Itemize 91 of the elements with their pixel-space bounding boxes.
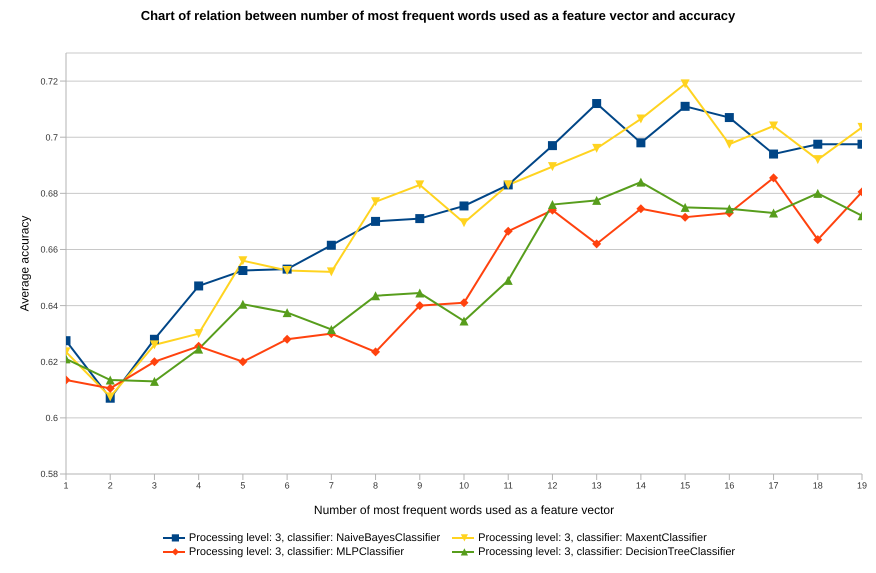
chart-title: Chart of relation between number of most frequent words used as a feature vector and accuracy xyxy=(140,8,736,23)
point xyxy=(504,276,513,285)
y-tick-label: 0.66 xyxy=(40,244,58,255)
x-tick-label: 2 xyxy=(108,480,113,490)
point xyxy=(769,173,778,182)
x-tick-label: 11 xyxy=(504,480,513,490)
point xyxy=(680,202,690,212)
x-tick-label: 16 xyxy=(724,480,734,490)
y-tick-label: 0.58 xyxy=(40,469,58,480)
point xyxy=(592,239,602,248)
y-tick-label: 0.68 xyxy=(40,188,58,199)
point xyxy=(636,138,646,148)
point xyxy=(592,196,602,205)
x-tick-label: 6 xyxy=(284,480,290,490)
point xyxy=(238,300,248,309)
legend-label: Processing level: 3, classifier: DecisionTreeClassifier xyxy=(478,546,736,558)
point xyxy=(106,384,115,393)
point xyxy=(460,218,468,228)
point xyxy=(548,200,557,210)
point xyxy=(724,140,734,149)
x-tick-label: 14 xyxy=(636,480,646,490)
point xyxy=(504,226,513,236)
legend-label: Processing level: 3, classifier: MLPClassifier xyxy=(188,546,404,558)
point xyxy=(371,197,380,206)
point xyxy=(592,99,602,108)
point xyxy=(813,155,822,164)
point xyxy=(680,212,690,222)
x-tick-label: 4 xyxy=(196,480,202,490)
point xyxy=(724,204,734,214)
point xyxy=(238,357,248,366)
point xyxy=(813,235,822,244)
point xyxy=(238,256,248,266)
point xyxy=(150,340,159,350)
point xyxy=(415,301,424,310)
point xyxy=(415,214,424,224)
y-axis-title: Average accuracy xyxy=(17,216,32,312)
point xyxy=(282,308,292,318)
x-tick-label: 19 xyxy=(856,480,868,490)
point xyxy=(326,240,336,250)
point xyxy=(592,144,602,153)
x-tick-label: 18 xyxy=(812,480,823,490)
legend-label: Processing level: 3, classifier: NaiveBayesClassifier xyxy=(188,532,440,544)
point xyxy=(680,102,690,111)
point xyxy=(548,162,557,172)
point xyxy=(106,375,115,384)
point xyxy=(371,216,380,226)
point xyxy=(282,334,292,344)
point xyxy=(194,344,204,354)
point xyxy=(460,201,468,210)
x-tick-label: 7 xyxy=(328,480,334,490)
x-tick-label: 3 xyxy=(152,480,157,490)
point xyxy=(724,113,734,122)
x-tick-label: 15 xyxy=(680,480,690,490)
y-tick-label: 0.64 xyxy=(40,300,58,311)
x-tick-label: 10 xyxy=(458,480,470,490)
point xyxy=(194,329,204,338)
point xyxy=(680,79,690,88)
point xyxy=(636,114,646,124)
point xyxy=(150,357,159,366)
x-tick-label: 5 xyxy=(240,480,246,490)
x-tick-label: 12 xyxy=(547,480,558,490)
legend-label: Processing level: 3, classifier: MaxentClassifier xyxy=(478,532,707,544)
point xyxy=(636,204,646,214)
point xyxy=(769,150,778,159)
point xyxy=(636,178,646,187)
point xyxy=(769,121,778,130)
point xyxy=(371,347,380,356)
point xyxy=(548,141,557,150)
point xyxy=(460,298,468,308)
y-tick-label: 0.7 xyxy=(45,132,58,142)
point xyxy=(238,266,248,276)
point xyxy=(460,316,468,326)
y-tick-label: 0.6 xyxy=(45,413,58,424)
point xyxy=(769,208,778,218)
x-tick-label: 17 xyxy=(768,480,779,490)
x-axis-title: Number of most frequent words used as a feature vector xyxy=(314,503,614,517)
x-tick-label: 9 xyxy=(417,480,422,490)
point xyxy=(813,140,822,149)
point xyxy=(415,180,424,190)
y-tick-label: 0.72 xyxy=(40,76,58,86)
x-tick-label: 13 xyxy=(592,480,602,490)
point xyxy=(813,188,822,198)
point xyxy=(326,324,336,334)
x-tick-label: 1 xyxy=(63,480,69,490)
y-tick-label: 0.62 xyxy=(40,356,58,367)
point xyxy=(371,291,380,300)
x-tick-label: 8 xyxy=(373,480,378,490)
point xyxy=(150,376,159,386)
point xyxy=(326,267,336,276)
point xyxy=(194,281,204,290)
point xyxy=(415,288,424,298)
